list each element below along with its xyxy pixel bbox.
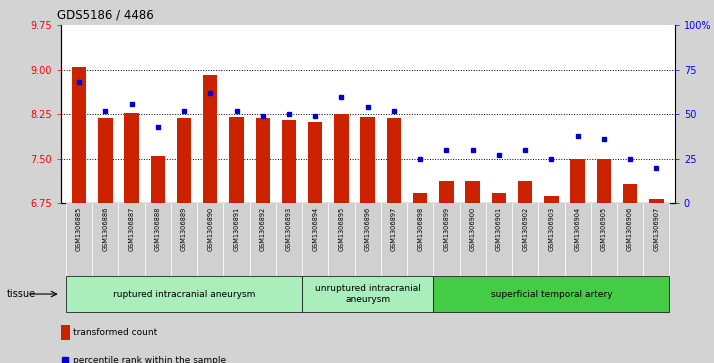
Text: GSM1306902: GSM1306902 <box>522 207 528 251</box>
Bar <box>223 203 250 276</box>
Text: tissue: tissue <box>7 289 36 299</box>
Bar <box>460 203 486 276</box>
Text: GSM1306892: GSM1306892 <box>260 207 266 251</box>
Text: GSM1306901: GSM1306901 <box>496 207 502 251</box>
Bar <box>92 203 119 276</box>
Bar <box>623 184 638 203</box>
Text: GSM1306900: GSM1306900 <box>470 207 476 251</box>
Bar <box>171 203 197 276</box>
Bar <box>433 276 670 312</box>
Text: GSM1306890: GSM1306890 <box>207 207 213 251</box>
Text: GSM1306889: GSM1306889 <box>181 207 187 251</box>
Bar <box>590 203 617 276</box>
Bar <box>413 193 428 203</box>
Bar <box>119 203 145 276</box>
Bar <box>355 203 381 276</box>
Bar <box>197 203 223 276</box>
Text: GSM1306897: GSM1306897 <box>391 207 397 251</box>
Bar <box>308 122 323 203</box>
Text: GSM1306905: GSM1306905 <box>601 207 607 251</box>
Bar <box>597 159 611 203</box>
Text: percentile rank within the sample: percentile rank within the sample <box>74 356 226 363</box>
Bar <box>250 203 276 276</box>
Text: GSM1306895: GSM1306895 <box>338 207 344 251</box>
Text: GSM1306888: GSM1306888 <box>155 207 161 251</box>
Text: GSM1306907: GSM1306907 <box>653 207 659 251</box>
Bar <box>387 118 401 203</box>
Bar <box>302 203 328 276</box>
Bar <box>124 113 139 203</box>
Bar <box>177 118 191 203</box>
Bar <box>439 182 453 203</box>
Bar <box>229 117 243 203</box>
Text: GSM1306903: GSM1306903 <box>548 207 554 251</box>
Text: GSM1306906: GSM1306906 <box>627 207 633 251</box>
Text: GDS5186 / 4486: GDS5186 / 4486 <box>57 9 154 22</box>
Text: GSM1306886: GSM1306886 <box>102 207 109 251</box>
Bar <box>282 120 296 203</box>
Text: ruptured intracranial aneurysm: ruptured intracranial aneurysm <box>113 290 255 298</box>
Bar <box>328 203 355 276</box>
Bar <box>643 203 670 276</box>
Bar <box>66 203 92 276</box>
Bar <box>492 193 506 203</box>
Text: GSM1306904: GSM1306904 <box>575 207 580 251</box>
Bar <box>66 276 302 312</box>
Bar <box>518 182 533 203</box>
Bar <box>72 67 86 203</box>
Bar <box>466 182 480 203</box>
Bar <box>61 325 70 340</box>
Text: GSM1306885: GSM1306885 <box>76 207 82 251</box>
Text: superficial temporal artery: superficial temporal artery <box>491 290 612 298</box>
Text: GSM1306896: GSM1306896 <box>365 207 371 251</box>
Bar <box>512 203 538 276</box>
Bar <box>538 203 565 276</box>
Bar <box>407 203 433 276</box>
Bar <box>302 276 433 312</box>
Text: GSM1306893: GSM1306893 <box>286 207 292 251</box>
Text: unruptured intracranial
aneurysm: unruptured intracranial aneurysm <box>315 284 421 304</box>
Bar <box>486 203 512 276</box>
Bar <box>433 203 460 276</box>
Bar <box>617 203 643 276</box>
Bar <box>203 75 218 203</box>
Bar <box>145 203 171 276</box>
Bar <box>649 199 663 203</box>
Text: transformed count: transformed count <box>74 328 157 337</box>
Bar <box>98 118 113 203</box>
Bar <box>544 196 558 203</box>
Bar <box>151 156 165 203</box>
Text: GSM1306899: GSM1306899 <box>443 207 449 251</box>
Bar <box>565 203 590 276</box>
Text: GSM1306898: GSM1306898 <box>417 207 423 251</box>
Text: GSM1306891: GSM1306891 <box>233 207 239 251</box>
Bar <box>361 117 375 203</box>
Bar <box>570 159 585 203</box>
Text: GSM1306894: GSM1306894 <box>312 207 318 251</box>
Bar <box>276 203 302 276</box>
Bar <box>334 114 348 203</box>
Bar <box>256 118 270 203</box>
Text: GSM1306887: GSM1306887 <box>129 207 134 251</box>
Bar <box>381 203 407 276</box>
